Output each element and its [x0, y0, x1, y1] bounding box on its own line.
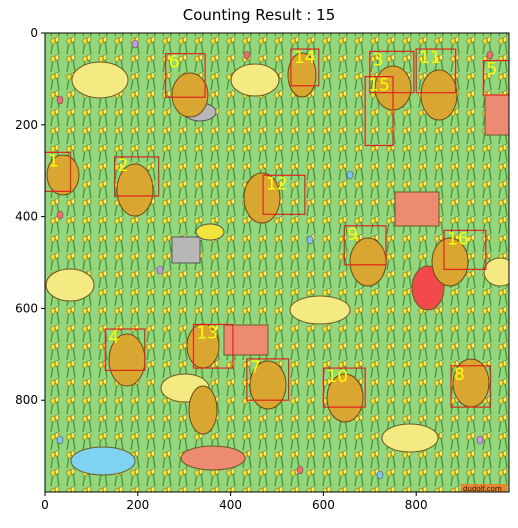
scene-decor: dudolf.com — [45, 39, 509, 493]
detection-label: 12 — [266, 174, 288, 194]
x-tick-label: 0 — [41, 498, 49, 512]
detection-box — [443, 229, 487, 270]
detection-box — [246, 358, 290, 401]
detection-label: 2 — [118, 156, 129, 176]
detection-label: 8 — [454, 365, 465, 385]
detection-label: 14 — [294, 48, 316, 68]
detection-label: 10 — [326, 367, 348, 387]
y-axis: 0 200 400 600 800 — [15, 26, 45, 407]
x-tick-label: 800 — [405, 498, 428, 512]
detection-box — [369, 50, 415, 94]
detection-box — [262, 174, 306, 215]
detection-box — [364, 76, 394, 147]
detection-label: 7 — [250, 358, 261, 378]
x-tick-label: 200 — [126, 498, 149, 512]
plot-frame — [44, 32, 510, 493]
detection-label: 5 — [486, 60, 497, 80]
detection-box — [165, 53, 206, 98]
detection-label: 16 — [447, 229, 469, 249]
detection-box — [290, 48, 320, 87]
y-tick-label: 800 — [15, 393, 38, 407]
detection-label: 4 — [108, 328, 119, 348]
x-tick-label: 600 — [312, 498, 335, 512]
y-tick-label: 400 — [15, 210, 38, 224]
detection-box — [450, 365, 492, 408]
detection-box — [415, 48, 457, 94]
detection-box — [45, 151, 72, 192]
detection-box — [343, 225, 387, 266]
detection-label: 15 — [368, 76, 390, 96]
detection-box — [482, 59, 509, 96]
y-tick-label: 0 — [30, 26, 38, 40]
detection-label: 9 — [347, 225, 358, 245]
detection-label: 3 — [373, 50, 384, 70]
x-tick-label: 400 — [219, 498, 242, 512]
watermark: dudolf.com — [463, 485, 502, 493]
detection-label: 1 — [48, 151, 59, 171]
detection-box — [192, 323, 234, 369]
detection-label: 13 — [196, 323, 218, 343]
detection-box — [322, 367, 366, 408]
y-tick-label: 200 — [15, 118, 38, 132]
detection-label: 11 — [419, 48, 441, 68]
chart-title: Counting Result : 15 — [182, 6, 336, 24]
y-tick-label: 600 — [15, 301, 38, 315]
detection-box — [104, 328, 146, 371]
detection-label: 6 — [169, 53, 180, 73]
detection-box — [113, 156, 160, 197]
x-axis: 0 200 400 600 800 — [41, 492, 428, 512]
